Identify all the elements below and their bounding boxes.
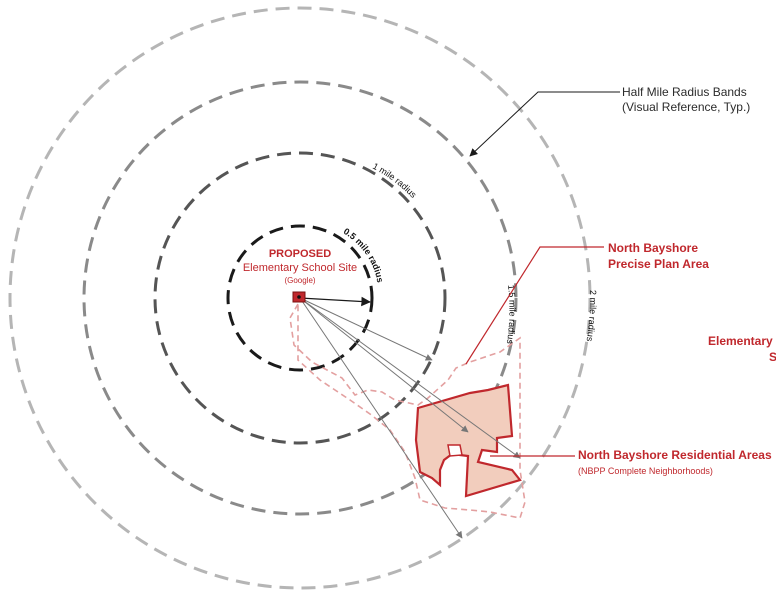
cutoff-label-line2: S (769, 350, 776, 364)
residential-callout-line1: North Bayshore Residential Areas (578, 448, 772, 462)
two-mile-radius-label: 2 mile radius (585, 290, 599, 343)
arrow-to-one-half-mile (299, 297, 469, 433)
two-mile-ring (8, 6, 592, 590)
bands-callout-line2: (Visual Reference, Typ.) (622, 100, 750, 114)
school-site-dot (297, 295, 301, 299)
residential-callout-line2: (NBPP Complete Neighborhoods) (578, 466, 713, 476)
bands-callout-line1: Half Mile Radius Bands (622, 85, 747, 99)
precise-callout-line2: Precise Plan Area (608, 257, 709, 271)
precise-callout-line1: North Bayshore (608, 241, 698, 255)
half-mile-ring (226, 224, 374, 372)
site-title: PROPOSED (269, 248, 331, 260)
residential-cutout (447, 444, 463, 457)
residential-area-shape (414, 383, 522, 498)
arrow-to-one-mile (299, 297, 433, 361)
one-half-mile-radius-label: 1.5 mile radius (505, 284, 518, 345)
one-mile-radius-label: 1 mile radius (371, 161, 419, 200)
arrow-to-two-mile (299, 297, 521, 459)
site-owner: (Google) (284, 276, 315, 285)
precise-leader-line (465, 246, 604, 365)
one-half-mile-ring (82, 80, 518, 516)
one-mile-ring (153, 151, 447, 445)
bands-leader-line (469, 91, 620, 157)
site-subtitle: Elementary School Site (243, 262, 357, 274)
arrow-to-half-mile (299, 296, 371, 307)
precise-plan-boundary (289, 300, 526, 519)
arrow-to-two-mile-south (299, 297, 463, 539)
half-mile-radius-label: 0.5 mile radius (342, 226, 385, 283)
cutoff-label-line1: Elementary (708, 334, 773, 348)
